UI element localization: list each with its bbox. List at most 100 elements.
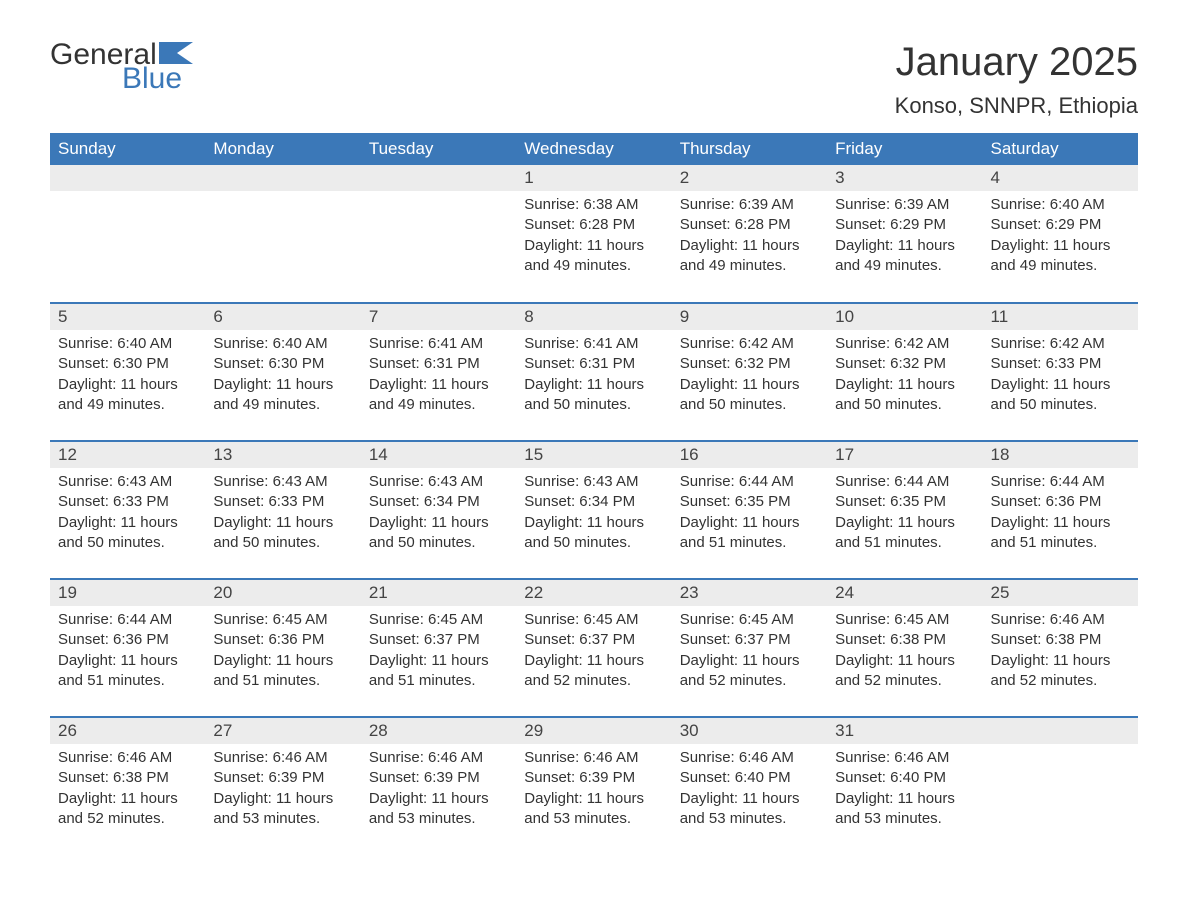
day-d1: Daylight: 11 hours (835, 513, 974, 533)
calendar-day-cell: 27Sunrise: 6:46 AMSunset: 6:39 PMDayligh… (205, 717, 360, 855)
day-d2: and 49 minutes. (213, 395, 352, 415)
day-number: 21 (361, 580, 516, 606)
day-details: Sunrise: 6:46 AMSunset: 6:40 PMDaylight:… (672, 744, 827, 837)
calendar-day-cell: 22Sunrise: 6:45 AMSunset: 6:37 PMDayligh… (516, 579, 671, 717)
calendar-day-cell: 29Sunrise: 6:46 AMSunset: 6:39 PMDayligh… (516, 717, 671, 855)
day-sunset: Sunset: 6:28 PM (524, 215, 663, 235)
day-d1: Daylight: 11 hours (213, 651, 352, 671)
day-number: 26 (50, 718, 205, 744)
day-number (50, 165, 205, 191)
day-number: 28 (361, 718, 516, 744)
day-number: 27 (205, 718, 360, 744)
calendar-table: Sunday Monday Tuesday Wednesday Thursday… (50, 133, 1138, 855)
day-d1: Daylight: 11 hours (58, 651, 197, 671)
day-number: 14 (361, 442, 516, 468)
day-sunset: Sunset: 6:39 PM (213, 768, 352, 788)
day-sunset: Sunset: 6:38 PM (991, 630, 1130, 650)
day-sunset: Sunset: 6:29 PM (991, 215, 1130, 235)
day-details: Sunrise: 6:45 AMSunset: 6:37 PMDaylight:… (361, 606, 516, 699)
day-d2: and 50 minutes. (680, 395, 819, 415)
day-d1: Daylight: 11 hours (213, 789, 352, 809)
day-sunset: Sunset: 6:33 PM (213, 492, 352, 512)
day-sunset: Sunset: 6:36 PM (213, 630, 352, 650)
day-d1: Daylight: 11 hours (680, 375, 819, 395)
day-d2: and 52 minutes. (835, 671, 974, 691)
day-details: Sunrise: 6:45 AMSunset: 6:37 PMDaylight:… (672, 606, 827, 699)
page-header: General Blue January 2025 Konso, SNNPR, … (50, 40, 1138, 119)
day-number: 10 (827, 304, 982, 330)
day-sunrise: Sunrise: 6:40 AM (213, 334, 352, 354)
logo-text-blue: Blue (122, 64, 195, 94)
calendar-day-cell: 31Sunrise: 6:46 AMSunset: 6:40 PMDayligh… (827, 717, 982, 855)
day-details: Sunrise: 6:40 AMSunset: 6:29 PMDaylight:… (983, 191, 1138, 284)
day-sunrise: Sunrise: 6:46 AM (835, 748, 974, 768)
day-sunrise: Sunrise: 6:42 AM (835, 334, 974, 354)
day-details: Sunrise: 6:42 AMSunset: 6:32 PMDaylight:… (672, 330, 827, 423)
calendar-week-row: 12Sunrise: 6:43 AMSunset: 6:33 PMDayligh… (50, 441, 1138, 579)
calendar-day-cell: 9Sunrise: 6:42 AMSunset: 6:32 PMDaylight… (672, 303, 827, 441)
day-sunset: Sunset: 6:29 PM (835, 215, 974, 235)
day-sunrise: Sunrise: 6:41 AM (369, 334, 508, 354)
day-number: 9 (672, 304, 827, 330)
day-d2: and 52 minutes. (58, 809, 197, 829)
day-sunrise: Sunrise: 6:43 AM (524, 472, 663, 492)
day-d1: Daylight: 11 hours (58, 789, 197, 809)
weekday-header: Wednesday (516, 133, 671, 165)
day-d1: Daylight: 11 hours (835, 375, 974, 395)
day-d1: Daylight: 11 hours (991, 651, 1130, 671)
day-sunrise: Sunrise: 6:44 AM (680, 472, 819, 492)
day-d2: and 49 minutes. (524, 256, 663, 276)
calendar-day-cell: 7Sunrise: 6:41 AMSunset: 6:31 PMDaylight… (361, 303, 516, 441)
day-d1: Daylight: 11 hours (680, 789, 819, 809)
day-details: Sunrise: 6:46 AMSunset: 6:38 PMDaylight:… (50, 744, 205, 837)
day-sunrise: Sunrise: 6:44 AM (835, 472, 974, 492)
day-number: 24 (827, 580, 982, 606)
day-sunrise: Sunrise: 6:46 AM (680, 748, 819, 768)
calendar-day-cell: 25Sunrise: 6:46 AMSunset: 6:38 PMDayligh… (983, 579, 1138, 717)
day-sunset: Sunset: 6:37 PM (680, 630, 819, 650)
day-sunrise: Sunrise: 6:42 AM (680, 334, 819, 354)
day-number: 15 (516, 442, 671, 468)
calendar-day-cell: 23Sunrise: 6:45 AMSunset: 6:37 PMDayligh… (672, 579, 827, 717)
day-d1: Daylight: 11 hours (524, 651, 663, 671)
day-number: 3 (827, 165, 982, 191)
day-d2: and 51 minutes. (369, 671, 508, 691)
day-details: Sunrise: 6:42 AMSunset: 6:32 PMDaylight:… (827, 330, 982, 423)
calendar-day-cell: 28Sunrise: 6:46 AMSunset: 6:39 PMDayligh… (361, 717, 516, 855)
day-number: 23 (672, 580, 827, 606)
day-d1: Daylight: 11 hours (524, 375, 663, 395)
day-sunrise: Sunrise: 6:44 AM (58, 610, 197, 630)
day-d2: and 49 minutes. (991, 256, 1130, 276)
day-sunrise: Sunrise: 6:45 AM (213, 610, 352, 630)
day-sunrise: Sunrise: 6:43 AM (58, 472, 197, 492)
day-sunset: Sunset: 6:37 PM (369, 630, 508, 650)
day-sunset: Sunset: 6:35 PM (835, 492, 974, 512)
weekday-header: Saturday (983, 133, 1138, 165)
day-d2: and 53 minutes. (835, 809, 974, 829)
day-number: 4 (983, 165, 1138, 191)
calendar-day-cell: 20Sunrise: 6:45 AMSunset: 6:36 PMDayligh… (205, 579, 360, 717)
day-sunrise: Sunrise: 6:40 AM (58, 334, 197, 354)
day-number: 1 (516, 165, 671, 191)
calendar-day-cell: 8Sunrise: 6:41 AMSunset: 6:31 PMDaylight… (516, 303, 671, 441)
day-number (205, 165, 360, 191)
calendar-day-cell: 17Sunrise: 6:44 AMSunset: 6:35 PMDayligh… (827, 441, 982, 579)
day-details: Sunrise: 6:46 AMSunset: 6:40 PMDaylight:… (827, 744, 982, 837)
day-sunset: Sunset: 6:34 PM (524, 492, 663, 512)
day-d2: and 50 minutes. (524, 395, 663, 415)
calendar-day-cell: 18Sunrise: 6:44 AMSunset: 6:36 PMDayligh… (983, 441, 1138, 579)
day-d1: Daylight: 11 hours (213, 513, 352, 533)
calendar-day-cell: 2Sunrise: 6:39 AMSunset: 6:28 PMDaylight… (672, 165, 827, 303)
day-d2: and 50 minutes. (369, 533, 508, 553)
day-number: 11 (983, 304, 1138, 330)
calendar-day-cell: 21Sunrise: 6:45 AMSunset: 6:37 PMDayligh… (361, 579, 516, 717)
day-d1: Daylight: 11 hours (213, 375, 352, 395)
day-number: 2 (672, 165, 827, 191)
day-d2: and 50 minutes. (835, 395, 974, 415)
weekday-header-row: Sunday Monday Tuesday Wednesday Thursday… (50, 133, 1138, 165)
day-d2: and 51 minutes. (213, 671, 352, 691)
calendar-day-cell (50, 165, 205, 303)
day-details: Sunrise: 6:40 AMSunset: 6:30 PMDaylight:… (205, 330, 360, 423)
day-sunrise: Sunrise: 6:39 AM (835, 195, 974, 215)
day-sunrise: Sunrise: 6:44 AM (991, 472, 1130, 492)
